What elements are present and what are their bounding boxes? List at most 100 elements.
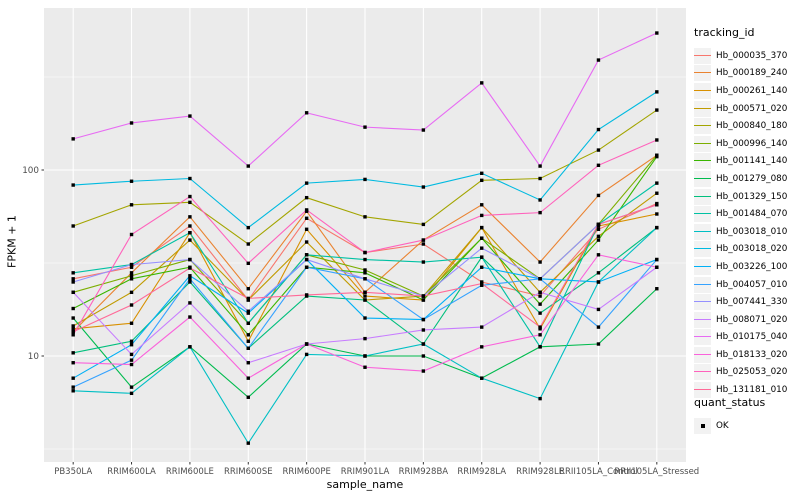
data-point <box>480 236 484 240</box>
legend-item-quant-OK: OK <box>694 417 798 435</box>
data-point <box>480 265 484 269</box>
data-point <box>538 176 542 181</box>
x-tick-label: RRIM600PE <box>282 467 330 477</box>
legend-item-Hb_000571_020: Hb_000571_020 <box>694 100 798 118</box>
legend-item-Hb_018133_020: Hb_018133_020 <box>694 346 798 364</box>
legend-label: Hb_004057_010 <box>716 279 788 290</box>
data-point <box>421 369 426 373</box>
data-point <box>363 271 367 275</box>
y-tick-label: 100 <box>22 166 39 176</box>
x-tick-label: RRIM600LE <box>166 467 214 477</box>
legend-key-line <box>694 65 711 82</box>
data-point <box>596 253 601 257</box>
legend-item-Hb_025053_020: Hb_025053_020 <box>694 364 798 382</box>
legend-label: Hb_003226_100 <box>716 261 788 272</box>
data-point <box>304 265 309 269</box>
legend-key-line <box>694 135 711 152</box>
legend2-items: OK <box>694 417 798 435</box>
data-point <box>129 203 134 207</box>
data-point <box>188 280 192 284</box>
legend-key-line <box>694 364 711 381</box>
data-point <box>71 333 75 337</box>
data-point <box>538 164 542 168</box>
legend-key-line <box>694 118 711 135</box>
data-point <box>655 287 659 291</box>
data-point <box>129 358 134 362</box>
data-point <box>655 181 659 185</box>
data-point <box>363 257 367 262</box>
legend-quant-status: quant_status OK <box>694 396 798 435</box>
data-point <box>596 163 601 167</box>
data-point <box>480 281 484 286</box>
data-point <box>480 246 484 250</box>
data-point <box>655 191 659 195</box>
legend-label: Hb_007441_330 <box>716 297 788 308</box>
data-point <box>188 345 192 349</box>
data-point <box>129 232 134 237</box>
data-point <box>129 339 134 343</box>
data-point <box>421 354 426 358</box>
data-point <box>188 114 192 118</box>
data-point <box>538 210 542 215</box>
data-point <box>188 200 192 205</box>
data-point <box>71 137 75 141</box>
data-point <box>363 294 367 298</box>
data-point <box>246 309 250 313</box>
legend-key-line <box>694 311 711 328</box>
data-point <box>480 345 484 349</box>
legend-item-Hb_000840_180: Hb_000840_180 <box>694 117 798 135</box>
data-point <box>304 253 309 257</box>
legend-key-line <box>694 170 711 187</box>
data-point <box>129 271 134 275</box>
data-point <box>538 345 542 349</box>
data-point <box>246 339 250 343</box>
data-point <box>71 361 75 365</box>
legend-key-line <box>694 206 711 223</box>
data-point <box>129 274 134 278</box>
legend-item-Hb_001279_080: Hb_001279_080 <box>694 170 798 188</box>
data-point <box>421 298 426 302</box>
data-point <box>129 343 134 347</box>
data-point <box>538 277 542 281</box>
legend-key-line <box>694 346 711 363</box>
data-point <box>480 203 484 207</box>
legend-item-Hb_000189_240: Hb_000189_240 <box>694 65 798 83</box>
data-point <box>246 395 250 399</box>
legend-label: Hb_010175_040 <box>716 332 788 343</box>
data-point <box>480 255 484 259</box>
legend-key-line <box>694 188 711 205</box>
data-point <box>596 227 601 231</box>
x-axis-title: sample_name <box>326 478 404 491</box>
legend-item-Hb_001141_140: Hb_001141_140 <box>694 153 798 171</box>
x-tick-label: RRIM928BA <box>399 467 449 477</box>
legend-key-line <box>694 241 711 258</box>
data-point <box>188 238 192 242</box>
x-tick-label: RRIM600LA <box>107 467 156 477</box>
data-point <box>129 265 134 269</box>
data-point <box>538 311 542 315</box>
data-point <box>363 277 367 281</box>
data-point <box>363 177 367 182</box>
data-point <box>304 227 309 231</box>
data-point <box>246 164 250 168</box>
data-point <box>246 333 250 337</box>
data-point <box>421 294 426 298</box>
data-point <box>304 342 309 346</box>
data-point <box>71 316 75 320</box>
legend-item-Hb_131181_010: Hb_131181_010 <box>694 381 798 399</box>
data-point <box>304 240 309 244</box>
data-point <box>596 127 601 132</box>
data-point <box>363 290 367 295</box>
data-point <box>71 327 75 331</box>
data-point <box>188 301 192 305</box>
data-point <box>596 58 601 62</box>
data-point <box>596 148 601 152</box>
data-point <box>655 212 659 216</box>
data-point <box>538 260 542 264</box>
legend-key-line <box>694 276 711 293</box>
data-point <box>304 293 309 297</box>
data-point <box>246 261 250 266</box>
data-point <box>188 194 192 199</box>
data-point <box>655 257 659 262</box>
legend-item-Hb_003226_100: Hb_003226_100 <box>694 258 798 276</box>
